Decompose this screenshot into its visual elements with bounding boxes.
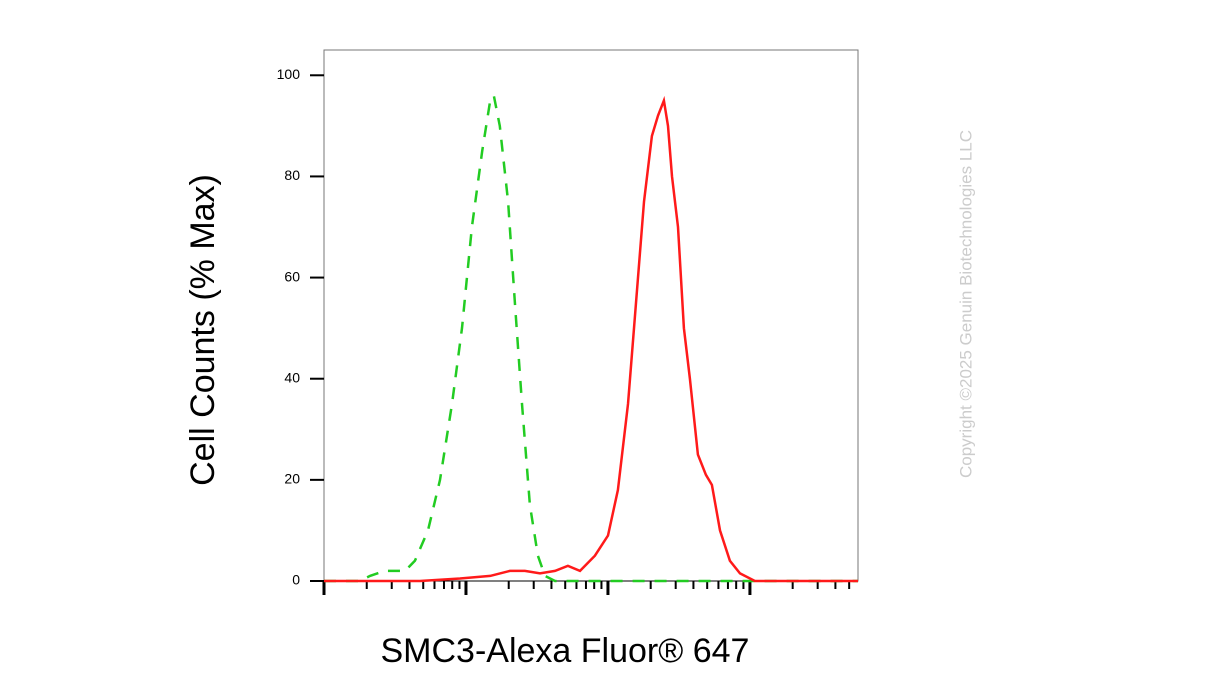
y-tick-label: 80 — [284, 167, 300, 183]
plot-frame — [323, 49, 859, 582]
y-tick-label: 100 — [277, 66, 301, 82]
y-tick-label: 20 — [284, 471, 300, 487]
y-tick-label: 60 — [284, 268, 300, 284]
watermark: Copyright ©2025 Genuin Biotechnologies L… — [956, 130, 975, 478]
y-axis-label: Cell Counts (% Max) — [184, 174, 222, 486]
x-axis-label: SMC3-Alexa Fluor® 647 — [381, 632, 750, 670]
series-line — [324, 95, 858, 583]
y-tick-label: 0 — [292, 572, 300, 588]
series-line — [324, 92, 858, 583]
y-tick-label: 40 — [284, 369, 300, 385]
